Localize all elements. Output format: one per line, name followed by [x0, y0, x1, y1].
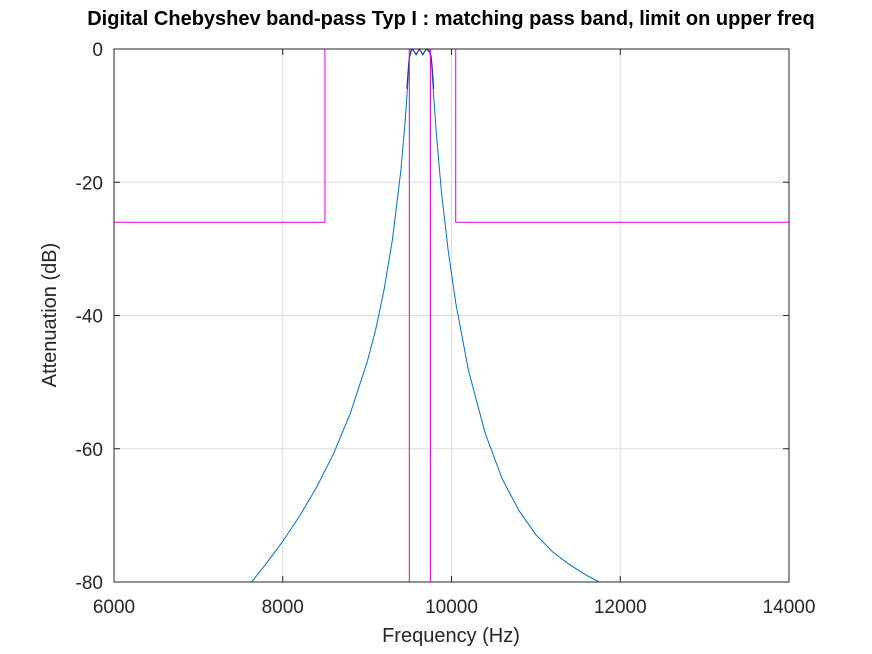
x-tick-label: 12000 [594, 597, 647, 618]
x-tick-label: 14000 [763, 597, 816, 618]
x-tick-label: 10000 [425, 597, 478, 618]
tick-marks [113, 48, 790, 583]
x-axis-label: Frequency (Hz) [382, 625, 520, 647]
y-tick-label: -20 [76, 173, 103, 194]
x-tick-label: 6000 [93, 597, 135, 618]
y-tick-label: -40 [76, 307, 103, 328]
y-tick-label: 0 [92, 40, 103, 61]
y-tick-label: -60 [76, 440, 103, 461]
plot-area [113, 47, 790, 583]
x-tick-labels: 6000 8000 10000 12000 14000 [93, 597, 816, 618]
x-tick-label: 8000 [262, 597, 304, 618]
y-tick-labels: 0 -20 -40 -60 -80 [76, 40, 103, 594]
y-axis-label: Attenuation (dB) [39, 243, 61, 388]
y-tick-label: -80 [76, 573, 103, 594]
chart-title: Digital Chebyshev band-pass Typ I : matc… [87, 8, 815, 30]
